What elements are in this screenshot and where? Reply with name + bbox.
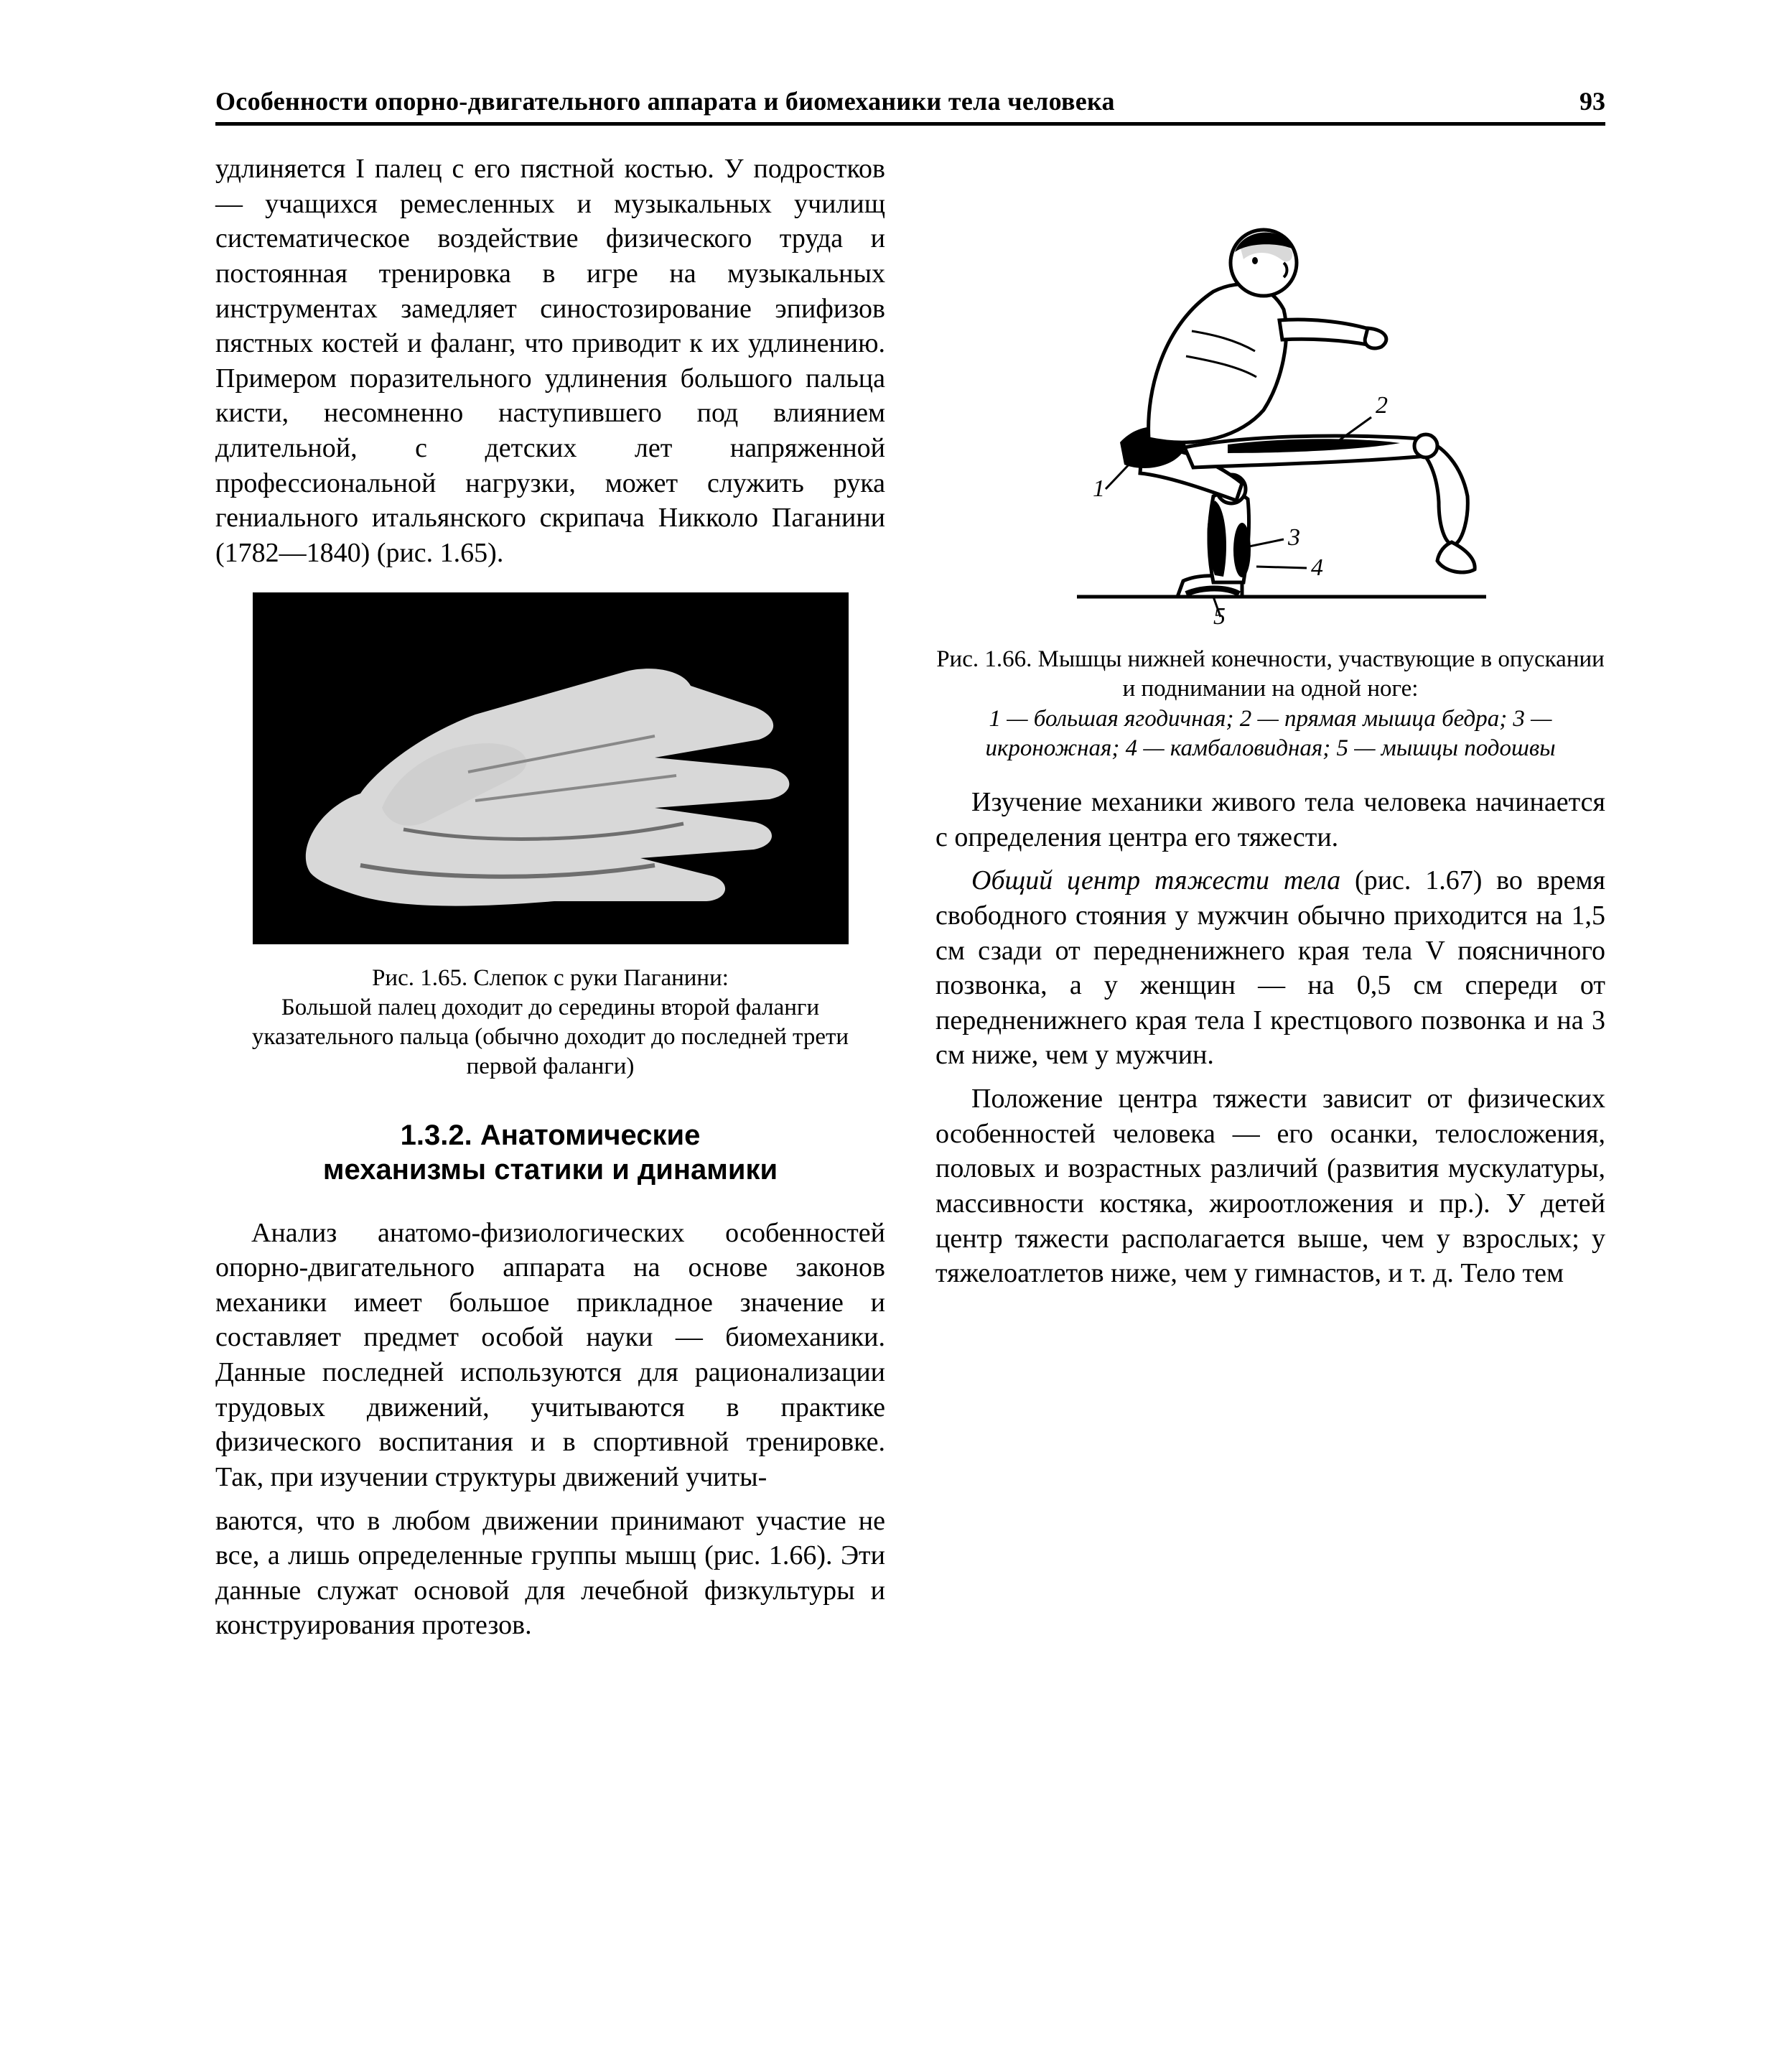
figure-label-5: 5 — [1213, 603, 1226, 625]
figure-1-65-image — [253, 592, 849, 944]
squat-muscles-illustration: 1 2 3 4 5 — [998, 152, 1544, 625]
running-head: Особенности опорно-двигательного аппарат… — [215, 86, 1605, 126]
figure-label-4: 4 — [1311, 554, 1323, 581]
body-paragraph: Положение центра тяжести зависит от физи… — [935, 1081, 1605, 1291]
section-title-line1: Анатомические — [480, 1120, 700, 1151]
emphasis: Общий центр тяжести тела — [971, 865, 1340, 895]
caption-legend-text: 1 — большая ягодичная; 2 — прямая мышца … — [985, 706, 1555, 761]
page-number: 93 — [1579, 86, 1605, 116]
body-paragraph: Изучение механики живого тела человека н… — [935, 785, 1605, 855]
page: Особенности опорно-двигательного аппарат… — [0, 0, 1792, 2048]
running-title: Особенности опорно-двигательного аппарат… — [215, 86, 1115, 116]
figure-1-66-caption: Рис. 1.66. Мышцы нижней конечности, учас… — [935, 645, 1605, 763]
text-columns: удлиняется I палец с его пястной костью.… — [215, 152, 1605, 1975]
figure-1-65-caption: Рис. 1.65. Слепок с руки Паганини: Больш… — [215, 964, 885, 1082]
body-paragraph: Анализ анатомо-физиологических особеннос… — [215, 1216, 885, 1495]
caption-desc: Большой палец доходит до середины второй… — [252, 995, 849, 1080]
hand-cast-illustration — [253, 592, 849, 944]
body-paragraph: удлиняется I палец с его пястной костью.… — [215, 152, 885, 571]
figure-label-3: 3 — [1287, 524, 1300, 551]
body-text: (рис. 1.67) во время свободного стояния … — [935, 865, 1605, 1070]
body-paragraph: Общий центр тяжести тела (рис. 1.67) во … — [935, 863, 1605, 1073]
figure-1-66-image: 1 2 3 4 5 — [998, 152, 1544, 625]
body-paragraph: ваются, что в любом движении принимают у… — [215, 1504, 885, 1644]
caption-label: Рис. 1.66. Мышцы нижней конечности, учас… — [935, 645, 1605, 704]
caption-label: Рис. 1.65. Слепок с руки Паганини: — [215, 964, 885, 993]
section-number: 1.3.2. — [401, 1120, 472, 1151]
figure-label-2: 2 — [1376, 392, 1388, 419]
figure-1-65: Рис. 1.65. Слепок с руки Паганини: Больш… — [215, 592, 885, 1082]
figure-1-66: 1 2 3 4 5 Рис. 1.66. Мышцы нижней конечн… — [935, 152, 1605, 763]
section-title-line2: механизмы статики и динамики — [323, 1154, 778, 1186]
figure-label-1: 1 — [1093, 475, 1105, 502]
section-heading: 1.3.2. Анатомические механизмы статики и… — [215, 1118, 885, 1187]
caption-legend: 1 — большая ягодичная; 2 — прямая мышца … — [935, 704, 1605, 764]
